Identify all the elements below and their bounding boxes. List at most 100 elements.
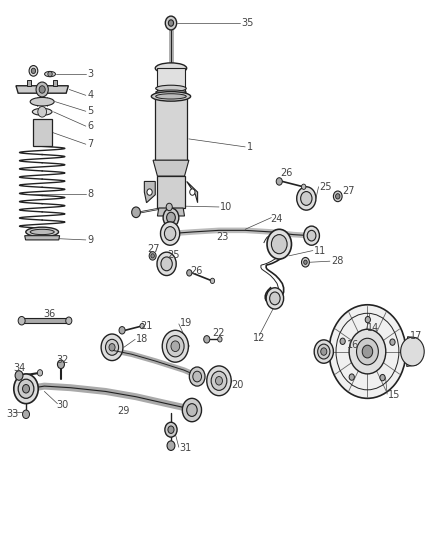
Ellipse shape: [155, 63, 187, 74]
Circle shape: [168, 20, 173, 26]
Circle shape: [349, 329, 386, 374]
Circle shape: [165, 422, 177, 437]
Text: 14: 14: [367, 322, 380, 333]
Ellipse shape: [32, 108, 52, 115]
Circle shape: [204, 336, 210, 343]
Circle shape: [193, 371, 201, 382]
Ellipse shape: [155, 90, 186, 94]
Polygon shape: [157, 176, 184, 208]
Text: 15: 15: [388, 390, 400, 400]
Circle shape: [207, 366, 231, 395]
Circle shape: [340, 338, 345, 344]
Circle shape: [329, 305, 406, 398]
Text: 4: 4: [87, 90, 93, 100]
Circle shape: [362, 345, 373, 358]
Text: 8: 8: [87, 189, 93, 199]
Text: 24: 24: [271, 214, 283, 224]
Circle shape: [365, 317, 371, 323]
Circle shape: [31, 68, 35, 74]
Polygon shape: [25, 236, 60, 240]
Text: 17: 17: [410, 330, 423, 341]
Circle shape: [380, 375, 385, 381]
Ellipse shape: [26, 227, 59, 237]
Circle shape: [119, 327, 125, 334]
Circle shape: [357, 338, 378, 365]
Polygon shape: [407, 337, 418, 367]
Circle shape: [166, 203, 172, 211]
Polygon shape: [145, 181, 155, 203]
Circle shape: [190, 189, 195, 195]
Polygon shape: [187, 181, 198, 203]
Circle shape: [189, 367, 205, 386]
Circle shape: [301, 184, 306, 189]
Polygon shape: [157, 68, 184, 94]
Circle shape: [147, 189, 152, 195]
Ellipse shape: [155, 94, 186, 99]
Circle shape: [187, 403, 197, 416]
Circle shape: [333, 191, 342, 201]
Circle shape: [29, 66, 38, 76]
Circle shape: [167, 441, 175, 450]
Text: 31: 31: [180, 443, 192, 453]
Text: 12: 12: [253, 333, 265, 343]
Text: 1: 1: [247, 142, 253, 152]
Ellipse shape: [45, 71, 56, 77]
Ellipse shape: [155, 85, 186, 92]
Circle shape: [211, 371, 227, 390]
Circle shape: [36, 82, 48, 97]
Circle shape: [349, 374, 354, 380]
Circle shape: [15, 370, 23, 380]
Circle shape: [165, 16, 177, 30]
Polygon shape: [153, 160, 189, 176]
Circle shape: [187, 270, 192, 276]
Circle shape: [162, 330, 188, 362]
Ellipse shape: [151, 92, 191, 101]
Text: 27: 27: [148, 245, 160, 254]
Text: 22: 22: [212, 328, 225, 338]
Circle shape: [48, 71, 52, 77]
Circle shape: [109, 344, 115, 351]
Polygon shape: [27, 80, 31, 86]
Text: 9: 9: [87, 235, 93, 245]
Circle shape: [304, 260, 307, 264]
Circle shape: [390, 339, 395, 345]
Circle shape: [163, 208, 179, 227]
Polygon shape: [32, 119, 52, 147]
Ellipse shape: [30, 98, 54, 106]
Circle shape: [171, 341, 180, 352]
Text: 25: 25: [319, 182, 332, 192]
Circle shape: [210, 278, 215, 284]
Text: 27: 27: [342, 186, 355, 196]
Text: 5: 5: [87, 106, 93, 116]
Circle shape: [160, 222, 180, 245]
Circle shape: [401, 337, 424, 366]
Circle shape: [182, 398, 201, 422]
Text: 19: 19: [180, 318, 192, 328]
Polygon shape: [157, 208, 184, 216]
Circle shape: [314, 340, 333, 364]
Circle shape: [166, 212, 175, 223]
Text: 28: 28: [331, 256, 343, 266]
Circle shape: [161, 257, 172, 271]
Text: 6: 6: [87, 121, 93, 131]
Text: 26: 26: [191, 266, 203, 276]
Circle shape: [22, 384, 29, 393]
Circle shape: [297, 187, 316, 210]
Circle shape: [149, 252, 156, 260]
Text: 23: 23: [216, 232, 228, 243]
Text: 29: 29: [118, 406, 130, 416]
Circle shape: [168, 426, 174, 433]
Circle shape: [132, 207, 141, 217]
Circle shape: [300, 191, 312, 205]
Circle shape: [18, 317, 25, 325]
Circle shape: [276, 177, 283, 185]
Text: 32: 32: [57, 354, 69, 365]
Circle shape: [140, 324, 145, 329]
Circle shape: [270, 292, 280, 305]
Text: 3: 3: [87, 69, 93, 79]
Circle shape: [57, 360, 64, 368]
Circle shape: [267, 229, 291, 259]
Text: 10: 10: [220, 202, 233, 212]
Circle shape: [215, 376, 223, 385]
Circle shape: [321, 348, 327, 356]
